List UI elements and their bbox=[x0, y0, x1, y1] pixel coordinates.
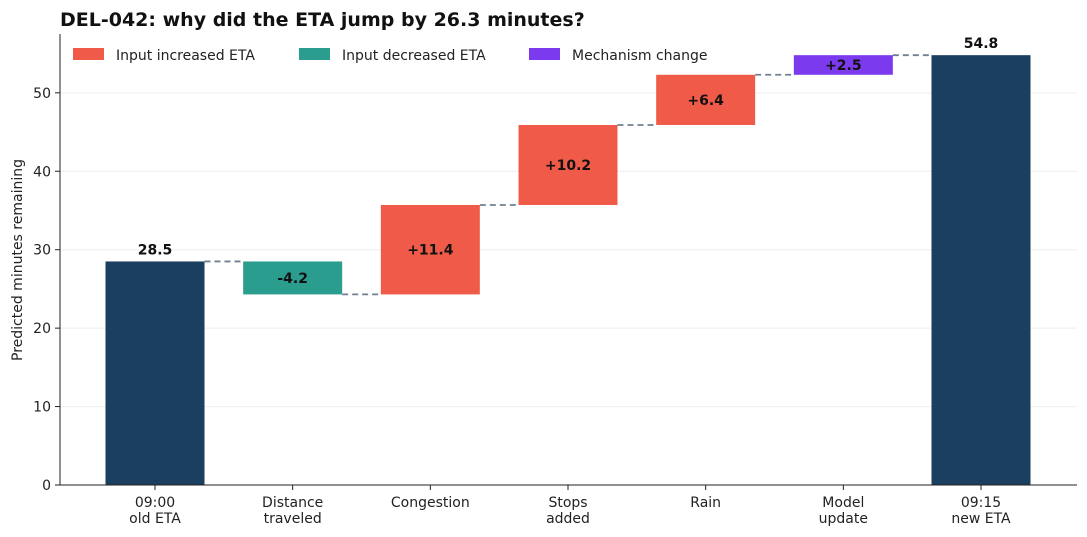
legend-label: Input increased ETA bbox=[116, 48, 255, 64]
y-tick-label: 10 bbox=[33, 400, 51, 416]
axes: 0 10 20 30 40 50 09:00 old ETA Distance traveled C… bbox=[33, 34, 1077, 527]
legend-swatch bbox=[73, 48, 104, 60]
x-tick-label: 09:00 old ETA bbox=[129, 495, 181, 527]
x-tick-label: Distance traveled bbox=[262, 495, 323, 527]
bar-mechanism bbox=[793, 55, 893, 75]
bar-value-label: 28.5 bbox=[138, 242, 173, 258]
x-tick-label: 09:15 new ETA bbox=[951, 495, 1011, 527]
bar-value-label: +11.4 bbox=[407, 243, 454, 259]
bar-increase bbox=[656, 74, 756, 125]
bar-value-label: +10.2 bbox=[545, 158, 591, 174]
legend: Input increased ETA Input decreased ETA Me… bbox=[73, 48, 708, 64]
y-tick-label: 20 bbox=[33, 321, 51, 337]
grid-lines bbox=[60, 92, 1077, 408]
bar-increase bbox=[518, 124, 618, 205]
x-tick-label: Congestion bbox=[391, 495, 470, 511]
bar-value-label: -4.2 bbox=[277, 271, 308, 287]
y-tick-label: 40 bbox=[33, 164, 51, 180]
bar-value-label: +2.5 bbox=[825, 58, 862, 74]
bars: 28.5 -4.2 +11.4 +10.2 +6.4 +2.5 54.8 bbox=[105, 36, 1031, 485]
legend-item-mechanism: Mechanism change bbox=[529, 48, 708, 64]
bar-total bbox=[931, 55, 1031, 485]
chart-title: DEL-042: why did the ETA jump by 26.3 mi… bbox=[60, 9, 585, 31]
bar-decrease bbox=[243, 261, 343, 295]
bar-value-label: 54.8 bbox=[964, 36, 999, 52]
legend-item-decrease: Input decreased ETA bbox=[299, 48, 486, 64]
legend-label: Mechanism change bbox=[572, 48, 708, 64]
y-axis-label: Predicted minutes remaining bbox=[10, 159, 26, 361]
y-tick-label: 0 bbox=[42, 478, 51, 494]
x-tick-label: Model update bbox=[819, 495, 868, 527]
y-tick-label: 30 bbox=[33, 243, 51, 259]
bar-value-label: +6.4 bbox=[687, 93, 724, 109]
legend-swatch bbox=[299, 48, 330, 60]
connector-lines bbox=[204, 54, 932, 296]
legend-swatch bbox=[529, 48, 560, 60]
x-tick-label: Rain bbox=[690, 495, 721, 511]
bar-total bbox=[105, 261, 205, 485]
legend-label: Input decreased ETA bbox=[342, 48, 486, 64]
y-tick-label: 50 bbox=[33, 86, 51, 102]
legend-item-increase: Input increased ETA bbox=[73, 48, 255, 64]
x-tick-label: Stops added bbox=[546, 495, 590, 527]
bar-increase bbox=[380, 204, 480, 295]
